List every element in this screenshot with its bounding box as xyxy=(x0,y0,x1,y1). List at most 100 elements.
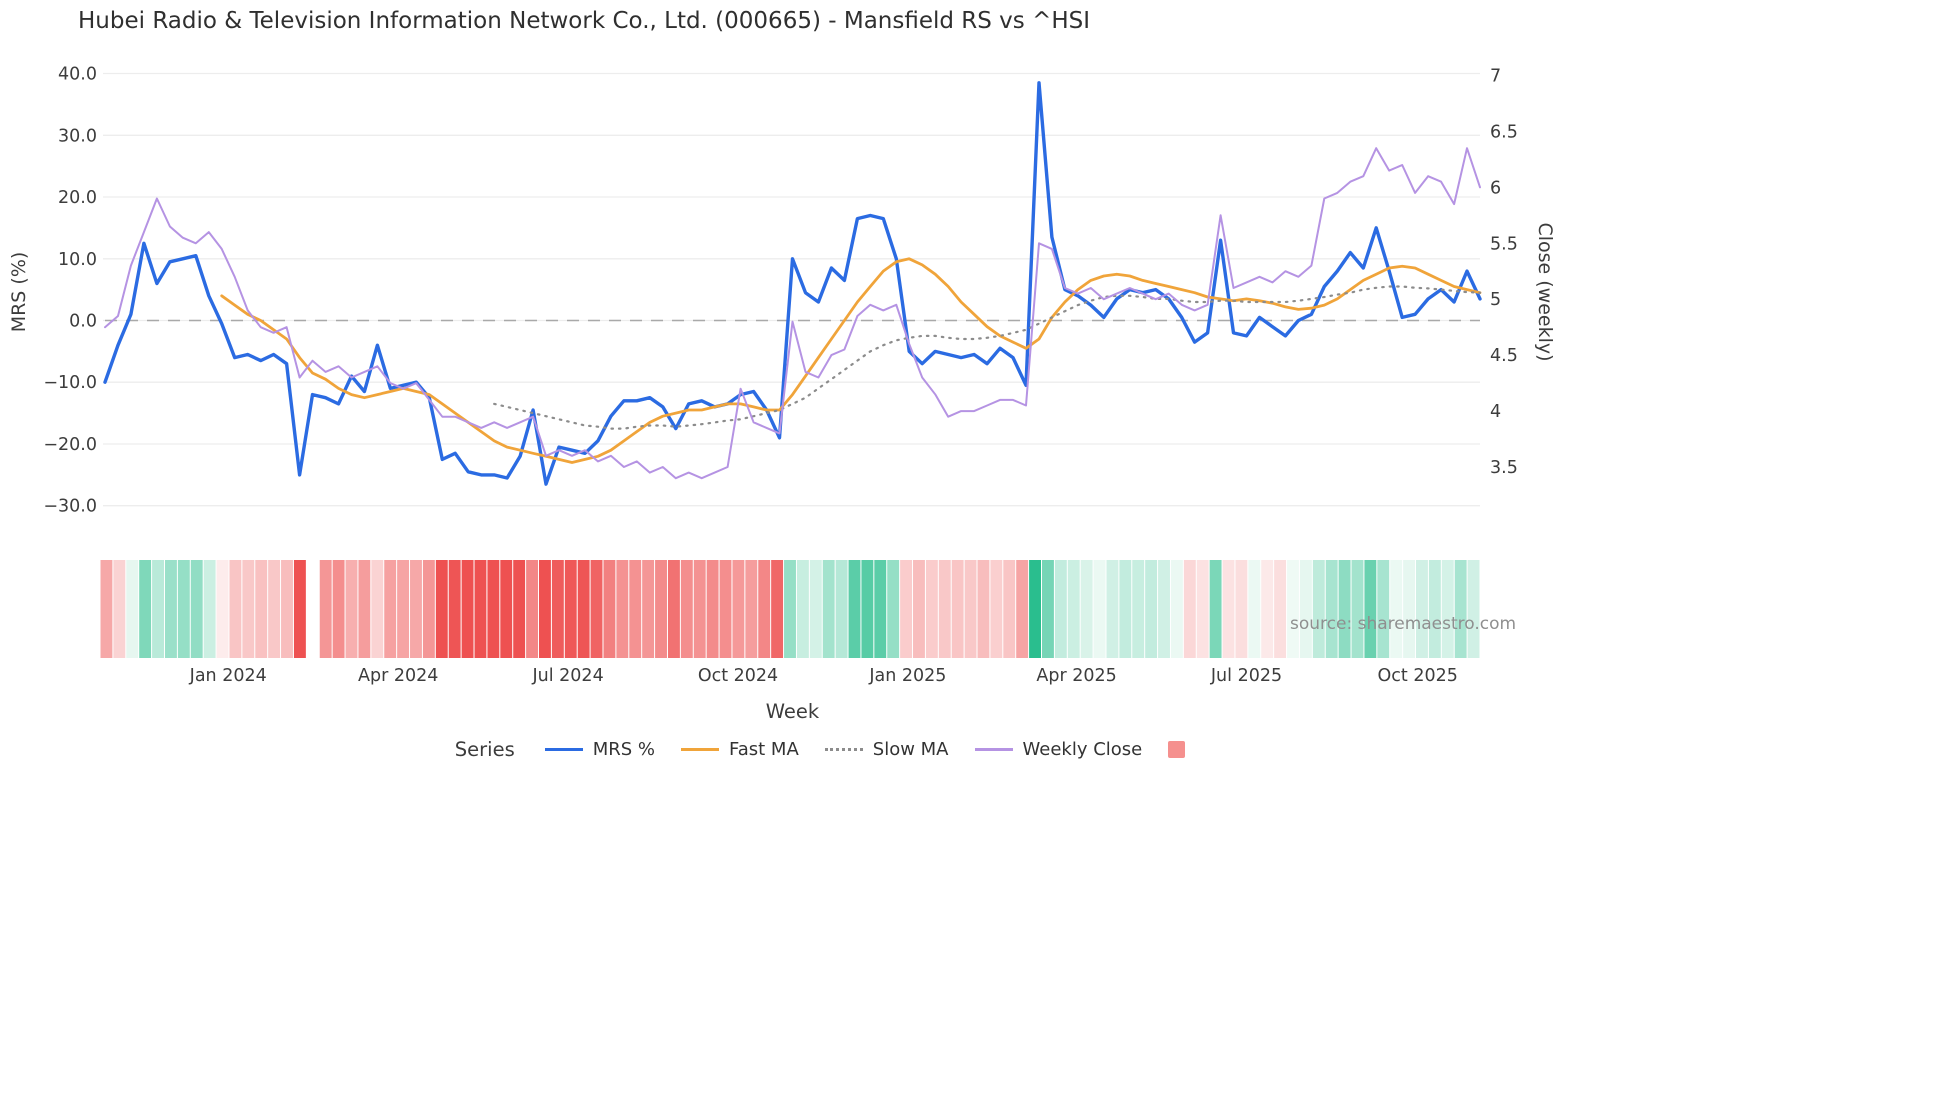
heatmap-cell xyxy=(1248,560,1261,658)
heatmap-cell xyxy=(887,560,900,658)
heatmap-cell xyxy=(732,560,745,658)
heatmap-cell xyxy=(1183,560,1196,658)
x-tick-label: Jan 2025 xyxy=(868,666,946,686)
heatmap-cell xyxy=(1261,560,1274,658)
chart-canvas: 40.0 30.0 20.0 10.0 0.0 −10.0 −20.0 −30.0 7 6.5 6 5… xyxy=(43,65,1518,687)
slow-ma-line xyxy=(493,285,1482,430)
right-tick-label: 3.5 xyxy=(1490,458,1518,478)
heatmap-cell xyxy=(1119,560,1132,658)
heatmap-cell xyxy=(1312,560,1325,658)
heatmap-cell xyxy=(422,560,435,658)
fast-ma-line-swatch xyxy=(681,748,720,751)
heatmap-cell xyxy=(1338,560,1351,658)
heatmap-cell xyxy=(1170,560,1183,658)
heatmap-cell xyxy=(461,560,474,658)
heatmap-cell xyxy=(139,560,152,658)
heatmap-cell xyxy=(693,560,706,658)
left-tick-label: −10.0 xyxy=(43,373,97,393)
heatmap-cell xyxy=(1145,560,1158,658)
weekly-close-line xyxy=(104,147,1481,480)
x-tick-label: Jul 2024 xyxy=(531,666,603,686)
heatmap-cell xyxy=(203,560,216,658)
x-tick-label: Jul 2025 xyxy=(1210,666,1282,686)
x-tick-label: Apr 2024 xyxy=(358,666,438,686)
heatmap-cell xyxy=(526,560,539,658)
heatmap-cell xyxy=(938,560,951,658)
heatmap-cell xyxy=(384,560,397,658)
heatmap-cell xyxy=(848,560,861,658)
right-tick-label: 6.5 xyxy=(1490,122,1518,142)
heatmap-cell xyxy=(616,560,629,658)
x-tick-label: Jan 2024 xyxy=(189,666,267,686)
fast-ma-line xyxy=(220,257,1482,464)
heatmap-cell xyxy=(1351,560,1364,658)
legend-label-weekly-close: Weekly Close xyxy=(1022,739,1143,760)
heatmap-cell xyxy=(474,560,487,658)
heatmap-cell xyxy=(964,560,977,658)
right-tick-label: 4.5 xyxy=(1490,346,1518,366)
chart-title: Hubei Radio & Television Information Net… xyxy=(78,8,1091,34)
heatmap-cell xyxy=(293,560,306,658)
heatmap-cell xyxy=(822,560,835,658)
heatmap-cell xyxy=(900,560,913,658)
heatmap-cell xyxy=(655,560,667,658)
left-tick-label: 0.0 xyxy=(69,312,97,332)
heatmap-cell xyxy=(590,560,603,658)
legend-item-weekly-close: Weekly Close xyxy=(974,739,1143,760)
x-tick-label: Oct 2025 xyxy=(1378,666,1458,686)
heatmap-cell xyxy=(577,560,590,658)
legend-item-mrs: MRS % xyxy=(544,739,655,760)
heatmap-cell xyxy=(1209,560,1222,658)
left-tick-label: 40.0 xyxy=(58,65,97,85)
legend-title: Series xyxy=(454,738,515,761)
heatmap-cell xyxy=(448,560,461,658)
left-tick-label: 30.0 xyxy=(58,126,97,146)
heatmap-cell xyxy=(216,560,229,658)
heatmap-cell xyxy=(809,560,822,658)
source-credit: source: sharemaestro.com xyxy=(1290,614,1517,634)
heatmap-cell xyxy=(397,560,410,658)
left-tick-label: −20.0 xyxy=(43,435,97,455)
heatmap-cell xyxy=(1235,560,1248,658)
heatmap-cell xyxy=(1093,560,1106,658)
heatmap-cell xyxy=(1222,560,1235,658)
heatmap-cell xyxy=(874,560,887,658)
heatmap-cell xyxy=(1274,560,1287,658)
right-tick-label: 5 xyxy=(1490,290,1501,310)
heatmap-cell xyxy=(358,560,371,658)
heatmap-cell xyxy=(1441,560,1454,658)
heatmap-cell xyxy=(1287,560,1299,658)
heatmap-cell xyxy=(1016,560,1029,658)
heatmap-cell xyxy=(268,560,281,658)
heatmap-cell xyxy=(281,560,293,658)
heatmap-cell xyxy=(551,560,564,658)
left-tick-label: 10.0 xyxy=(58,250,97,270)
heatmap-cell xyxy=(1158,560,1170,658)
heatmap-cell xyxy=(913,560,925,658)
legend-item-fast-ma: Fast MA xyxy=(681,739,799,760)
right-tick-label: 6 xyxy=(1490,178,1501,198)
heatmap-cell xyxy=(1054,560,1067,658)
heatmap-cell xyxy=(1042,560,1054,658)
mrs-line-swatch xyxy=(544,748,583,751)
heatmap-cell xyxy=(1029,560,1041,658)
heatmap-cell xyxy=(410,560,422,658)
heatmap-cell xyxy=(1080,560,1093,658)
heatmap-cell xyxy=(1196,560,1209,658)
legend-label-slow-ma: Slow MA xyxy=(872,739,949,760)
heatmap-cell xyxy=(1299,560,1312,658)
heatmap-cell xyxy=(1377,560,1390,658)
heatmap-cell xyxy=(680,560,693,658)
heatmap-cell xyxy=(332,560,345,658)
heatmap-cell xyxy=(706,560,719,658)
left-tick-label: 20.0 xyxy=(58,188,97,208)
heatmap-cell xyxy=(784,560,796,658)
heatmap-cell xyxy=(513,560,526,658)
heatmap-cell xyxy=(1428,560,1441,658)
heatmap-cell xyxy=(242,560,255,658)
heatmap-cell xyxy=(1454,560,1467,658)
heatmap-cell xyxy=(487,560,500,658)
heatmap-cell xyxy=(1067,560,1080,658)
heatmap-cell xyxy=(667,560,680,658)
heatmap-cell xyxy=(1132,560,1145,658)
